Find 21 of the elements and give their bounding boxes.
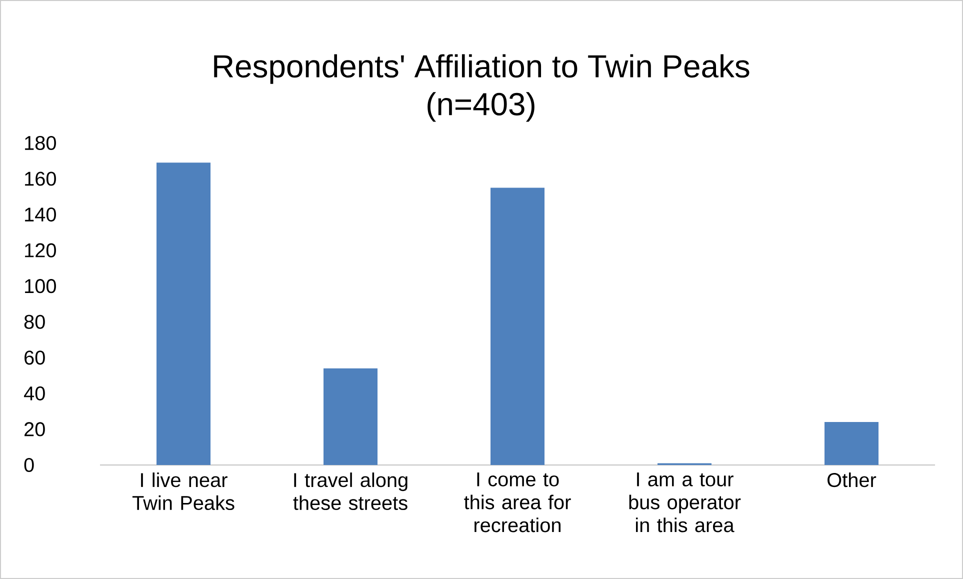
bar	[156, 162, 211, 465]
bar	[324, 368, 378, 465]
y-tick-label: 100	[25, 279, 56, 294]
x-tick-label: I come to this area for recreation	[464, 472, 571, 532]
x-tick-label: I am a tour bus operator in this area	[629, 472, 741, 532]
y-tick-label: 140	[25, 207, 56, 222]
y-tick-label: 0	[24, 458, 34, 472]
y-tick-label: 20	[24, 422, 45, 436]
chart-title: Respondents' Affiliation to Twin Peaks	[214, 54, 750, 84]
y-tick-label: 120	[25, 243, 56, 258]
x-tick-label: I travel along these streets	[293, 472, 408, 510]
x-tick-label: I live near Twin Peaks	[132, 472, 234, 510]
chart-subtitle: (n=403)	[428, 92, 534, 122]
bar	[490, 188, 545, 465]
bar	[824, 422, 879, 465]
y-tick-label: 160	[25, 172, 56, 186]
y-tick-label: 180	[25, 136, 56, 150]
y-tick-label: 60	[24, 350, 45, 365]
y-tick-label: 40	[24, 386, 45, 400]
x-tick-label: Other	[828, 472, 876, 488]
y-tick-label: 80	[24, 314, 45, 329]
